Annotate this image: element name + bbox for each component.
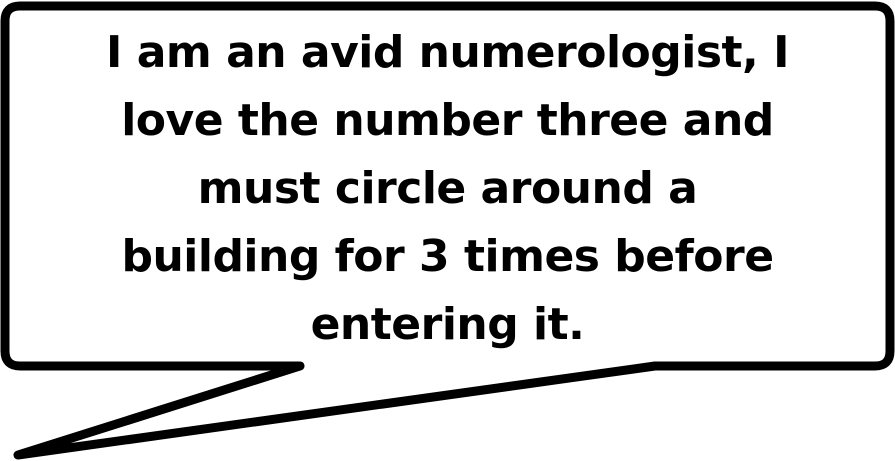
- speech-bubble-text: I am an avid numerologist, I love the nu…: [106, 27, 789, 350]
